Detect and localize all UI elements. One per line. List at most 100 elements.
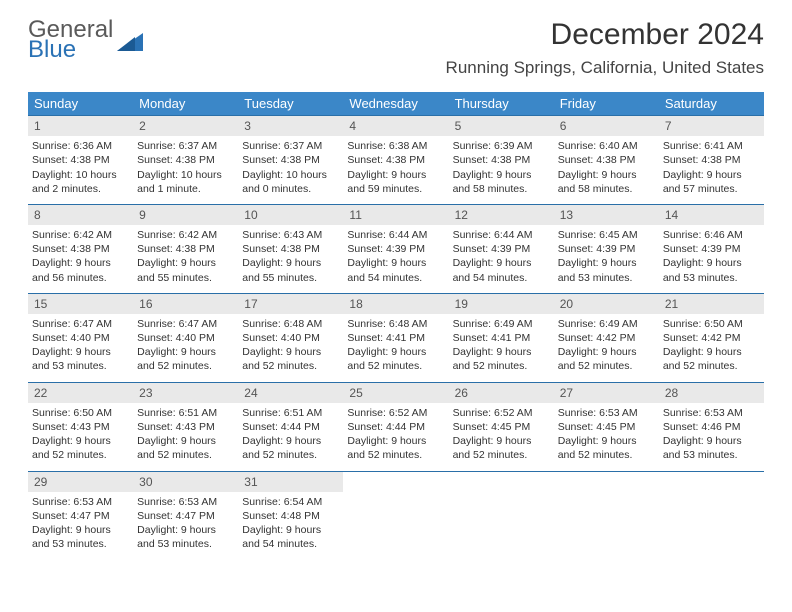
title-block: December 2024 Running Springs, Californi…: [446, 18, 764, 78]
sunrise-text: Sunrise: 6:44 AM: [453, 228, 550, 242]
weekday-header: Tuesday: [238, 92, 343, 116]
day-number: 2: [133, 116, 238, 136]
sunrise-text: Sunrise: 6:50 AM: [32, 406, 129, 420]
day-number: 15: [28, 294, 133, 314]
sunrise-text: Sunrise: 6:42 AM: [32, 228, 129, 242]
daylight-text: Daylight: 9 hours and 53 minutes.: [137, 523, 234, 551]
sunrise-text: Sunrise: 6:39 AM: [453, 139, 550, 153]
calendar-cell: 9Sunrise: 6:42 AMSunset: 4:38 PMDaylight…: [133, 204, 238, 293]
sunset-text: Sunset: 4:39 PM: [347, 242, 444, 256]
day-number: 30: [133, 472, 238, 492]
calendar-cell: 25Sunrise: 6:52 AMSunset: 4:44 PMDayligh…: [343, 382, 448, 471]
sunset-text: Sunset: 4:48 PM: [242, 509, 339, 523]
weekday-header: Saturday: [659, 92, 764, 116]
day-number: 22: [28, 383, 133, 403]
day-number: 14: [659, 205, 764, 225]
sunset-text: Sunset: 4:40 PM: [137, 331, 234, 345]
day-body: Sunrise: 6:53 AMSunset: 4:46 PMDaylight:…: [659, 403, 764, 471]
sunrise-text: Sunrise: 6:48 AM: [242, 317, 339, 331]
weekday-header: Wednesday: [343, 92, 448, 116]
day-number: 16: [133, 294, 238, 314]
calendar-cell: 7Sunrise: 6:41 AMSunset: 4:38 PMDaylight…: [659, 116, 764, 205]
sunset-text: Sunset: 4:38 PM: [242, 153, 339, 167]
daylight-text: Daylight: 9 hours and 52 minutes.: [663, 345, 760, 373]
sunrise-text: Sunrise: 6:48 AM: [347, 317, 444, 331]
sunset-text: Sunset: 4:39 PM: [558, 242, 655, 256]
daylight-text: Daylight: 9 hours and 55 minutes.: [242, 256, 339, 284]
sunrise-text: Sunrise: 6:47 AM: [32, 317, 129, 331]
calendar-cell: 26Sunrise: 6:52 AMSunset: 4:45 PMDayligh…: [449, 382, 554, 471]
day-body: Sunrise: 6:39 AMSunset: 4:38 PMDaylight:…: [449, 136, 554, 204]
daylight-text: Daylight: 9 hours and 54 minutes.: [453, 256, 550, 284]
calendar-row: 1Sunrise: 6:36 AMSunset: 4:38 PMDaylight…: [28, 116, 764, 205]
day-body: Sunrise: 6:49 AMSunset: 4:42 PMDaylight:…: [554, 314, 659, 382]
daylight-text: Daylight: 9 hours and 54 minutes.: [242, 523, 339, 551]
calendar-cell: 23Sunrise: 6:51 AMSunset: 4:43 PMDayligh…: [133, 382, 238, 471]
daylight-text: Daylight: 9 hours and 52 minutes.: [242, 434, 339, 462]
calendar-cell: 16Sunrise: 6:47 AMSunset: 4:40 PMDayligh…: [133, 293, 238, 382]
day-number: 29: [28, 472, 133, 492]
sunset-text: Sunset: 4:38 PM: [663, 153, 760, 167]
day-body: Sunrise: 6:38 AMSunset: 4:38 PMDaylight:…: [343, 136, 448, 204]
day-body: Sunrise: 6:42 AMSunset: 4:38 PMDaylight:…: [133, 225, 238, 293]
location: Running Springs, California, United Stat…: [446, 58, 764, 78]
calendar-cell: 5Sunrise: 6:39 AMSunset: 4:38 PMDaylight…: [449, 116, 554, 205]
day-body: Sunrise: 6:46 AMSunset: 4:39 PMDaylight:…: [659, 225, 764, 293]
day-body: Sunrise: 6:52 AMSunset: 4:45 PMDaylight:…: [449, 403, 554, 471]
daylight-text: Daylight: 9 hours and 53 minutes.: [663, 434, 760, 462]
daylight-text: Daylight: 9 hours and 53 minutes.: [32, 345, 129, 373]
day-body: Sunrise: 6:42 AMSunset: 4:38 PMDaylight:…: [28, 225, 133, 293]
sunset-text: Sunset: 4:39 PM: [453, 242, 550, 256]
daylight-text: Daylight: 9 hours and 52 minutes.: [453, 434, 550, 462]
calendar-cell: 15Sunrise: 6:47 AMSunset: 4:40 PMDayligh…: [28, 293, 133, 382]
sunrise-text: Sunrise: 6:50 AM: [663, 317, 760, 331]
daylight-text: Daylight: 9 hours and 52 minutes.: [558, 345, 655, 373]
day-number: 27: [554, 383, 659, 403]
calendar-cell: 6Sunrise: 6:40 AMSunset: 4:38 PMDaylight…: [554, 116, 659, 205]
daylight-text: Daylight: 9 hours and 53 minutes.: [663, 256, 760, 284]
day-number: 1: [28, 116, 133, 136]
weekday-header: Monday: [133, 92, 238, 116]
daylight-text: Daylight: 9 hours and 52 minutes.: [558, 434, 655, 462]
sunset-text: Sunset: 4:38 PM: [453, 153, 550, 167]
sunset-text: Sunset: 4:42 PM: [663, 331, 760, 345]
day-number: 5: [449, 116, 554, 136]
sunrise-text: Sunrise: 6:53 AM: [558, 406, 655, 420]
day-body: Sunrise: 6:52 AMSunset: 4:44 PMDaylight:…: [343, 403, 448, 471]
sunrise-text: Sunrise: 6:44 AM: [347, 228, 444, 242]
calendar-cell: 22Sunrise: 6:50 AMSunset: 4:43 PMDayligh…: [28, 382, 133, 471]
calendar-cell: [343, 471, 448, 559]
sunset-text: Sunset: 4:42 PM: [558, 331, 655, 345]
day-body: Sunrise: 6:44 AMSunset: 4:39 PMDaylight:…: [449, 225, 554, 293]
calendar-cell: 29Sunrise: 6:53 AMSunset: 4:47 PMDayligh…: [28, 471, 133, 559]
logo: General Blue: [28, 18, 143, 62]
sunset-text: Sunset: 4:45 PM: [453, 420, 550, 434]
daylight-text: Daylight: 9 hours and 58 minutes.: [558, 168, 655, 196]
calendar-row: 8Sunrise: 6:42 AMSunset: 4:38 PMDaylight…: [28, 204, 764, 293]
day-number: 26: [449, 383, 554, 403]
calendar-cell: 13Sunrise: 6:45 AMSunset: 4:39 PMDayligh…: [554, 204, 659, 293]
sunset-text: Sunset: 4:47 PM: [137, 509, 234, 523]
day-number: 23: [133, 383, 238, 403]
daylight-text: Daylight: 9 hours and 53 minutes.: [32, 523, 129, 551]
daylight-text: Daylight: 9 hours and 52 minutes.: [347, 434, 444, 462]
sunset-text: Sunset: 4:43 PM: [137, 420, 234, 434]
sunrise-text: Sunrise: 6:42 AM: [137, 228, 234, 242]
calendar-cell: 11Sunrise: 6:44 AMSunset: 4:39 PMDayligh…: [343, 204, 448, 293]
sunrise-text: Sunrise: 6:52 AM: [453, 406, 550, 420]
calendar-cell: 8Sunrise: 6:42 AMSunset: 4:38 PMDaylight…: [28, 204, 133, 293]
calendar-cell: 2Sunrise: 6:37 AMSunset: 4:38 PMDaylight…: [133, 116, 238, 205]
calendar-cell: [449, 471, 554, 559]
sunrise-text: Sunrise: 6:38 AM: [347, 139, 444, 153]
sunset-text: Sunset: 4:39 PM: [663, 242, 760, 256]
sunrise-text: Sunrise: 6:53 AM: [137, 495, 234, 509]
daylight-text: Daylight: 9 hours and 52 minutes.: [242, 345, 339, 373]
sunrise-text: Sunrise: 6:45 AM: [558, 228, 655, 242]
sunrise-text: Sunrise: 6:37 AM: [137, 139, 234, 153]
day-number: 12: [449, 205, 554, 225]
day-number: 9: [133, 205, 238, 225]
day-body: Sunrise: 6:49 AMSunset: 4:41 PMDaylight:…: [449, 314, 554, 382]
day-number: 18: [343, 294, 448, 314]
day-body: Sunrise: 6:48 AMSunset: 4:41 PMDaylight:…: [343, 314, 448, 382]
sunset-text: Sunset: 4:44 PM: [242, 420, 339, 434]
